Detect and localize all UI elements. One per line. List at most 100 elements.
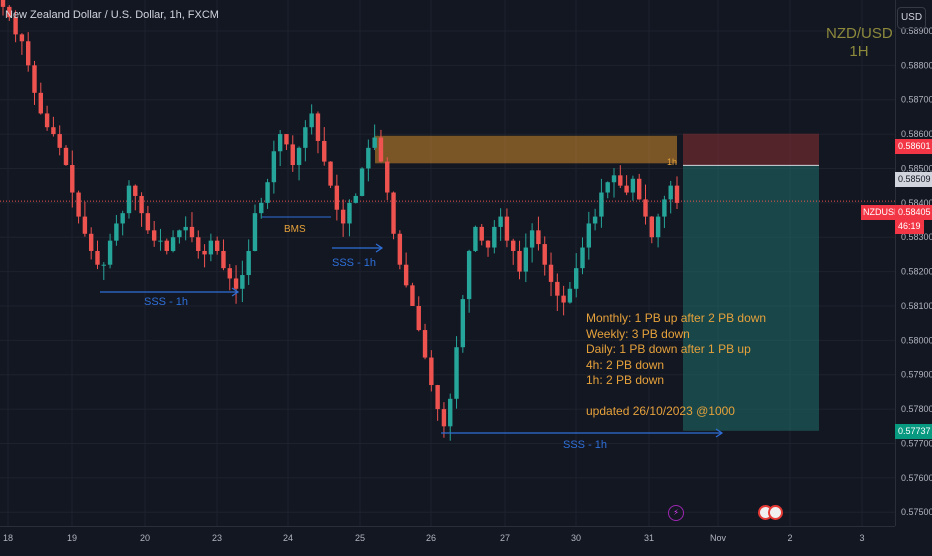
candle-body: [183, 226, 188, 231]
time-tick-label: 27: [500, 533, 510, 543]
symbol-watermark-label: NZD/USD 1H: [826, 25, 893, 61]
price-tick-label: 0.58500: [901, 163, 932, 173]
chart-plot-area[interactable]: [0, 0, 895, 526]
lightning-event-icon[interactable]: ⚡: [668, 505, 684, 521]
note-4h: 4h: 2 PB down: [586, 357, 665, 372]
candle-body: [82, 216, 88, 234]
candle: [139, 192, 144, 227]
candle: [303, 120, 308, 162]
candle: [410, 282, 415, 306]
candle: [618, 165, 623, 189]
entry-price-tag: 0.58509: [895, 172, 932, 187]
sss-arrow-2-head: [375, 243, 384, 253]
candle: [284, 133, 289, 150]
candle: [322, 127, 327, 166]
candle: [51, 116, 56, 137]
time-tick-label: 31: [644, 533, 654, 543]
time-tick-label: 2: [787, 533, 792, 543]
candle-body: [479, 226, 484, 241]
sss-label-1: SSS - 1h: [144, 296, 189, 308]
candle-body: [63, 147, 69, 166]
candle-body: [19, 34, 25, 42]
zone-timeframe-label: 1h: [667, 157, 678, 167]
candle: [63, 145, 69, 166]
candle: [183, 216, 188, 241]
note-updated: updated 26/10/2023 @1000: [586, 404, 735, 418]
candle: [177, 229, 182, 244]
candle-body: [618, 175, 623, 186]
candle: [277, 129, 283, 167]
candle-body: [44, 113, 50, 128]
candle-body: [334, 185, 340, 210]
note-weekly: Weekly: 3 PB down: [586, 326, 690, 341]
candle: [208, 233, 214, 262]
candle: [630, 175, 636, 201]
candle: [214, 236, 220, 255]
candle: [385, 157, 390, 201]
candle: [643, 184, 648, 225]
price-tick-label: 0.57700: [901, 438, 932, 448]
currency-button[interactable]: USD: [897, 7, 926, 29]
symbol-description: New Zealand Dollar / U.S. Dollar, 1h, FX…: [5, 9, 219, 21]
candle-body: [277, 134, 283, 152]
candle: [347, 199, 352, 237]
candle: [296, 146, 302, 181]
price-tick-label: 0.58400: [901, 198, 932, 208]
candle-body: [649, 216, 655, 238]
current-symbol-tag: NZDUSD: [861, 205, 903, 220]
stop-price-tag: 0.58601: [895, 139, 932, 154]
take-profit-zone: [683, 165, 819, 431]
sss-label-3: SSS - 1h: [563, 439, 608, 451]
us-flag-event-icon-2[interactable]: [768, 505, 783, 520]
candle-body: [315, 113, 321, 141]
candle-body: [120, 213, 125, 224]
candle: [580, 237, 585, 275]
price-tick-label: 0.57900: [901, 370, 932, 380]
candle: [536, 216, 541, 251]
candle: [240, 260, 245, 303]
candle-body: [511, 240, 516, 251]
chart-canvas[interactable]: [0, 0, 895, 526]
candle: [233, 265, 239, 304]
candle: [473, 225, 478, 253]
candle: [435, 384, 440, 421]
symbol-label-timeframe: 1H: [849, 43, 869, 60]
candle: [120, 210, 125, 236]
candle: [391, 191, 396, 240]
candle: [599, 178, 604, 228]
candle: [82, 201, 88, 237]
candle-body: [366, 147, 371, 169]
candle: [76, 190, 81, 224]
candle-body: [561, 295, 566, 303]
candle: [637, 173, 642, 200]
candle-body: [429, 357, 434, 386]
time-tick-label: 26: [426, 533, 436, 543]
candle: [164, 238, 169, 255]
candle: [0, 0, 6, 16]
candle-body: [441, 409, 447, 427]
candle: [126, 180, 132, 219]
price-tick-label: 0.58000: [901, 335, 932, 345]
candle: [259, 197, 264, 219]
candle-body: [466, 250, 472, 300]
candle-body: [76, 192, 81, 217]
candle: [649, 216, 655, 244]
price-axis[interactable]: 0.58900 0.58800 0.58700 0.58600 0.58500 0.584…: [895, 0, 932, 526]
candle: [70, 150, 75, 208]
candle: [511, 238, 516, 265]
candle-body: [309, 113, 314, 128]
candle-body: [523, 247, 529, 272]
candle-body: [271, 151, 277, 183]
candle-body: [504, 216, 510, 241]
price-tick-label: 0.57800: [901, 404, 932, 414]
stop-loss-zone: [683, 133, 819, 166]
time-axis[interactable]: 18 19 20 23 24 25 26 27 30 31 Nov 2 3: [0, 526, 895, 551]
candle-body: [265, 182, 270, 203]
candle: [366, 139, 371, 182]
candle: [454, 336, 459, 409]
candle-body: [611, 175, 617, 183]
candle-body: [25, 41, 31, 66]
candle: [290, 135, 295, 172]
candle-body: [359, 168, 365, 196]
candle: [529, 223, 535, 263]
